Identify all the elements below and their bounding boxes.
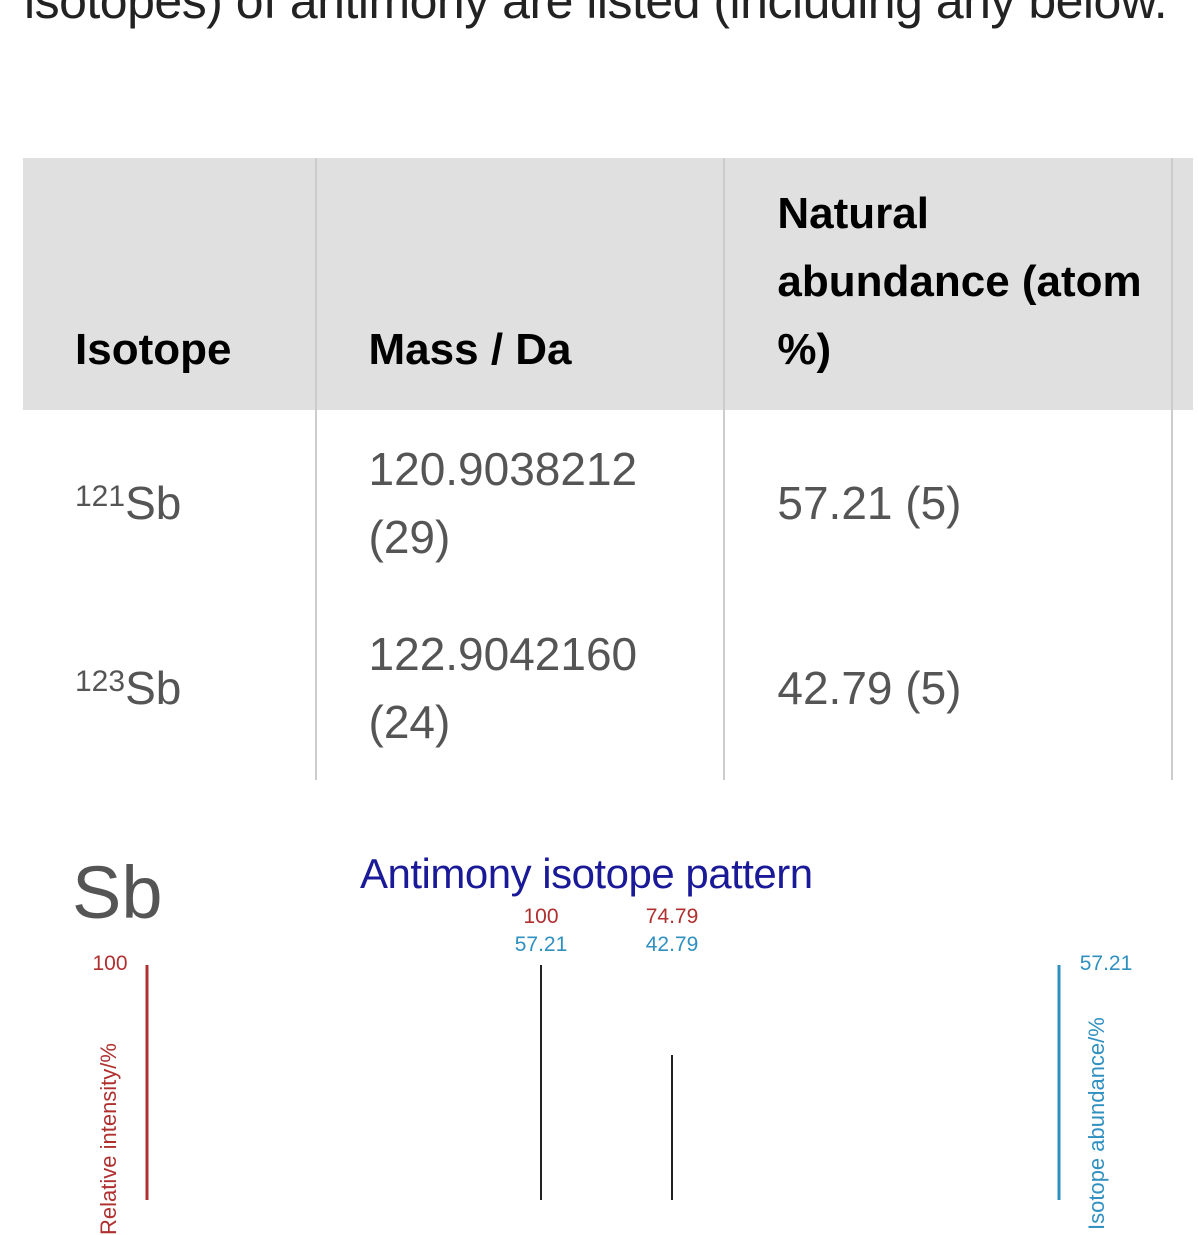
element-symbol: Sb (72, 851, 163, 934)
isotope-cell: 121Sb (75, 476, 182, 529)
isotope-table: Isotope Mass / Da Natural abundance (ato… (23, 158, 1193, 780)
header-abundance: Natural abundance (atom %) (723, 158, 1173, 410)
table-row: 123Sb 122.9042160 (24) 42.79 (5) (23, 595, 1193, 780)
left-axis-max-label: 100 (92, 952, 128, 975)
peak-2-abundance-label: 42.79 (645, 933, 699, 956)
peak-1-intensity-label: 100 (523, 905, 559, 928)
abundance-cell: 42.79 (5) (723, 595, 1173, 780)
abundance-cell: 57.21 (5) (723, 410, 1173, 595)
right-axis-max-label: 57.21 (1079, 952, 1133, 975)
peak-2-intensity-label: 74.79 (645, 905, 699, 928)
header-isotope: Isotope (23, 158, 316, 410)
isotope-pattern-chart (145, 965, 1061, 1200)
isotope-cell: 123Sb (75, 661, 182, 714)
intro-paragraph: isotopes) of antimony are listed (includ… (24, 0, 1168, 29)
mass-cell: 122.9042160 (24) (314, 595, 725, 780)
header-mass: Mass / Da (314, 158, 725, 410)
table-row: 121Sb 120.9038212 (29) 57.21 (5) (23, 410, 1193, 595)
peak-1-abundance-label: 57.21 (514, 933, 568, 956)
chart-title: Antimony isotope pattern (360, 850, 813, 897)
table-header-row: Isotope Mass / Da Natural abundance (ato… (23, 158, 1193, 410)
mass-cell: 120.9038212 (29) (314, 410, 725, 595)
